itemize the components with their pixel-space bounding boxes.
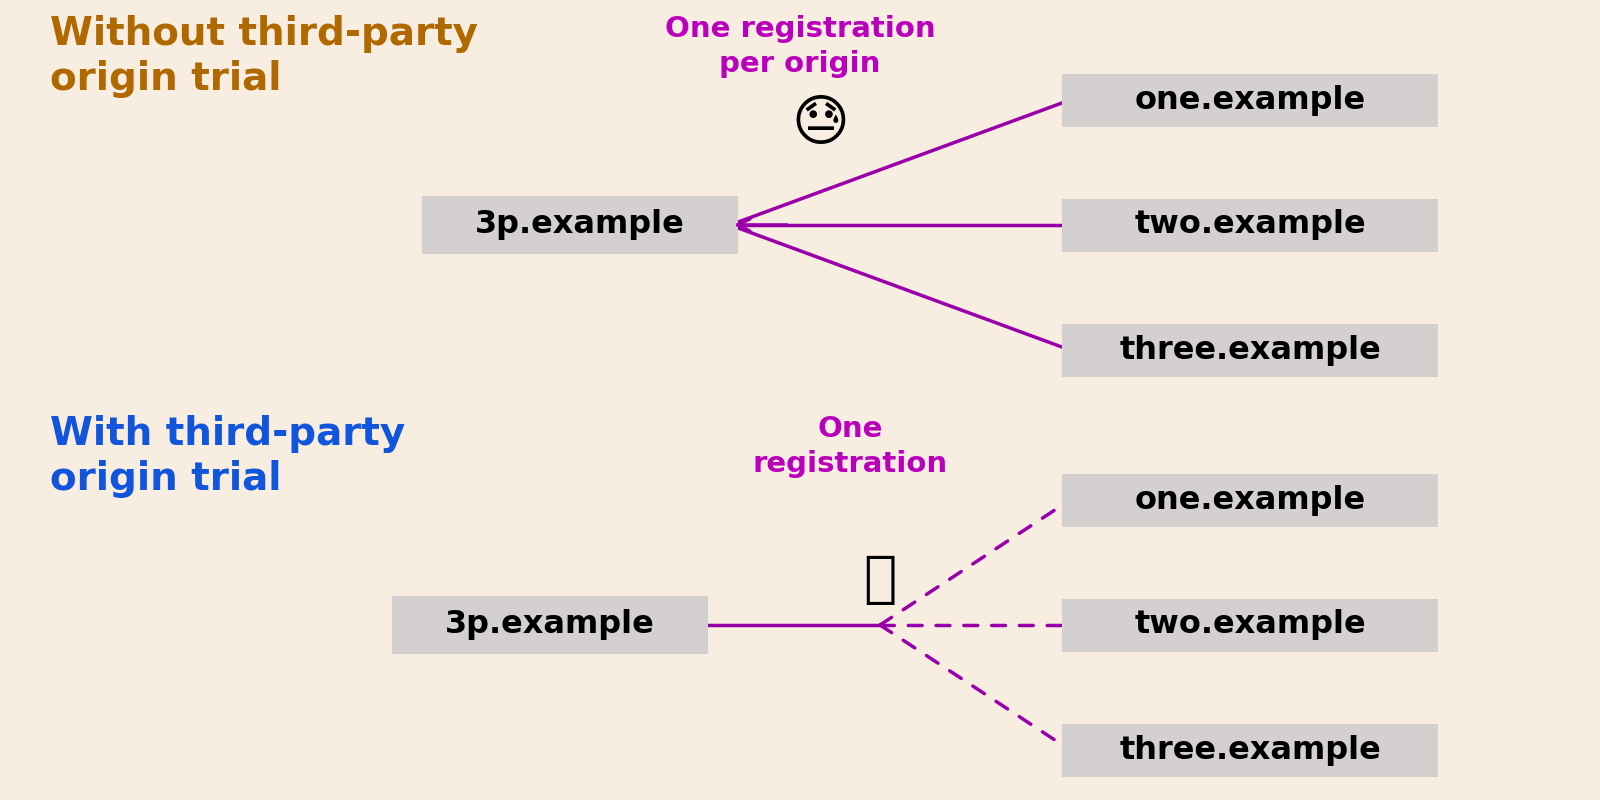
Text: 😓: 😓 (790, 98, 850, 152)
FancyBboxPatch shape (1062, 323, 1438, 377)
Text: three.example: three.example (1118, 334, 1381, 366)
Text: one.example: one.example (1134, 485, 1365, 515)
Text: two.example: two.example (1134, 210, 1366, 241)
Text: Without third-party
origin trial: Without third-party origin trial (50, 15, 478, 98)
FancyBboxPatch shape (422, 196, 738, 254)
Text: two.example: two.example (1134, 610, 1366, 641)
Text: 3p.example: 3p.example (475, 210, 685, 241)
FancyBboxPatch shape (1062, 598, 1438, 651)
Text: One
registration: One registration (752, 415, 947, 478)
Text: With third-party
origin trial: With third-party origin trial (50, 415, 405, 498)
Text: One registration
per origin: One registration per origin (664, 15, 936, 78)
FancyBboxPatch shape (392, 596, 707, 654)
FancyBboxPatch shape (1062, 198, 1438, 251)
Text: 3p.example: 3p.example (445, 610, 654, 641)
FancyBboxPatch shape (1062, 723, 1438, 777)
Text: 🙂: 🙂 (864, 553, 896, 607)
FancyBboxPatch shape (1062, 474, 1438, 526)
Text: one.example: one.example (1134, 85, 1365, 115)
Text: three.example: three.example (1118, 734, 1381, 766)
FancyBboxPatch shape (1062, 74, 1438, 126)
